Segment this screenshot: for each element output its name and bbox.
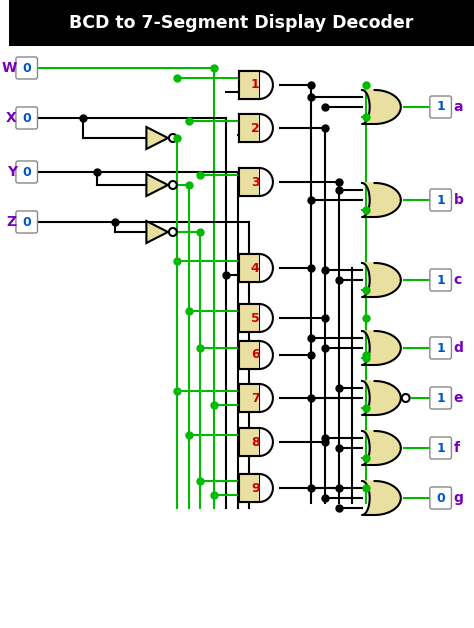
- FancyBboxPatch shape: [430, 337, 451, 359]
- FancyBboxPatch shape: [430, 96, 451, 118]
- Bar: [238, 428, 259, 456]
- Text: Y: Y: [7, 165, 17, 179]
- Text: e: e: [454, 391, 463, 405]
- Text: 2: 2: [251, 121, 260, 134]
- Text: 0: 0: [22, 166, 31, 178]
- Text: 0: 0: [22, 112, 31, 124]
- FancyBboxPatch shape: [16, 211, 37, 233]
- Bar: [239, 429, 259, 455]
- Circle shape: [169, 228, 177, 236]
- Text: 3: 3: [251, 175, 260, 188]
- FancyBboxPatch shape: [430, 387, 451, 409]
- Text: 4: 4: [251, 261, 260, 274]
- Bar: [239, 385, 259, 411]
- Text: 1: 1: [436, 100, 445, 114]
- Text: 1: 1: [436, 441, 445, 455]
- Text: W: W: [1, 61, 17, 75]
- Text: g: g: [454, 491, 463, 505]
- Polygon shape: [146, 127, 168, 149]
- Text: 7: 7: [251, 391, 260, 404]
- Bar: [238, 71, 259, 99]
- Bar: [239, 255, 259, 281]
- Circle shape: [402, 394, 410, 402]
- Bar: [239, 342, 259, 368]
- Bar: [238, 474, 259, 502]
- Bar: [238, 304, 259, 332]
- Text: 6: 6: [251, 349, 260, 362]
- Circle shape: [169, 134, 177, 142]
- Polygon shape: [362, 90, 401, 124]
- Polygon shape: [362, 431, 401, 465]
- Text: a: a: [454, 100, 463, 114]
- Text: 1: 1: [436, 274, 445, 286]
- Bar: [238, 254, 259, 282]
- Text: c: c: [454, 273, 462, 287]
- Polygon shape: [362, 183, 401, 217]
- Text: X: X: [6, 111, 17, 125]
- FancyBboxPatch shape: [430, 487, 451, 509]
- FancyBboxPatch shape: [16, 107, 37, 129]
- Text: BCD to 7-Segment Display Decoder: BCD to 7-Segment Display Decoder: [69, 14, 414, 32]
- Polygon shape: [146, 221, 168, 243]
- Bar: [238, 114, 259, 142]
- Bar: [9, 0, 474, 46]
- Bar: [238, 384, 259, 412]
- Bar: [239, 305, 259, 331]
- FancyBboxPatch shape: [430, 189, 451, 211]
- Text: 9: 9: [251, 482, 260, 494]
- Bar: [239, 169, 259, 195]
- Text: 5: 5: [251, 311, 260, 325]
- FancyBboxPatch shape: [16, 57, 37, 79]
- Text: b: b: [454, 193, 463, 207]
- Bar: [238, 341, 259, 369]
- Bar: [239, 72, 259, 98]
- Polygon shape: [362, 381, 401, 415]
- Text: 1: 1: [436, 342, 445, 354]
- Text: d: d: [454, 341, 463, 355]
- Bar: [239, 115, 259, 141]
- Bar: [239, 475, 259, 501]
- Circle shape: [169, 181, 177, 189]
- Polygon shape: [362, 481, 401, 515]
- Text: 0: 0: [22, 62, 31, 75]
- Text: 1: 1: [251, 78, 260, 92]
- Text: 8: 8: [251, 435, 260, 448]
- Text: Z: Z: [7, 215, 17, 229]
- Bar: [238, 168, 259, 196]
- Text: 1: 1: [436, 391, 445, 404]
- Text: 1: 1: [436, 193, 445, 207]
- Polygon shape: [146, 174, 168, 196]
- Text: f: f: [454, 441, 459, 455]
- Text: 0: 0: [22, 215, 31, 229]
- Polygon shape: [362, 331, 401, 365]
- FancyBboxPatch shape: [430, 269, 451, 291]
- FancyBboxPatch shape: [16, 161, 37, 183]
- Polygon shape: [362, 263, 401, 297]
- Text: 0: 0: [436, 492, 445, 504]
- FancyBboxPatch shape: [430, 437, 451, 459]
